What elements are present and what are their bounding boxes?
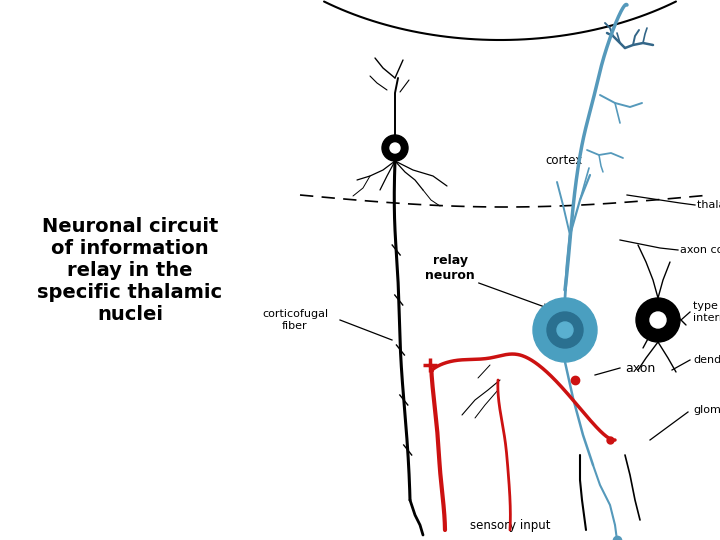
- Circle shape: [636, 298, 680, 342]
- Text: sensory input: sensory input: [469, 518, 550, 531]
- Circle shape: [533, 298, 597, 362]
- Circle shape: [650, 312, 666, 328]
- Circle shape: [390, 143, 400, 153]
- Circle shape: [382, 135, 408, 161]
- Circle shape: [547, 312, 583, 348]
- Text: cortex: cortex: [545, 153, 582, 166]
- Text: glomerulus: glomerulus: [693, 405, 720, 415]
- Text: dendrite: dendrite: [693, 355, 720, 365]
- Text: Neuronal circuit
of information
relay in the
specific thalamic
nuclei: Neuronal circuit of information relay in…: [37, 217, 222, 323]
- Text: corticofugal
fiber: corticofugal fiber: [262, 309, 328, 331]
- Circle shape: [557, 322, 573, 338]
- Text: type II Golgi
interneuron: type II Golgi interneuron: [693, 301, 720, 323]
- Text: relay
neuron: relay neuron: [425, 254, 475, 282]
- Text: axon: axon: [625, 361, 655, 375]
- Text: axon collateral: axon collateral: [680, 245, 720, 255]
- Text: thalamocortical axon: thalamocortical axon: [697, 200, 720, 210]
